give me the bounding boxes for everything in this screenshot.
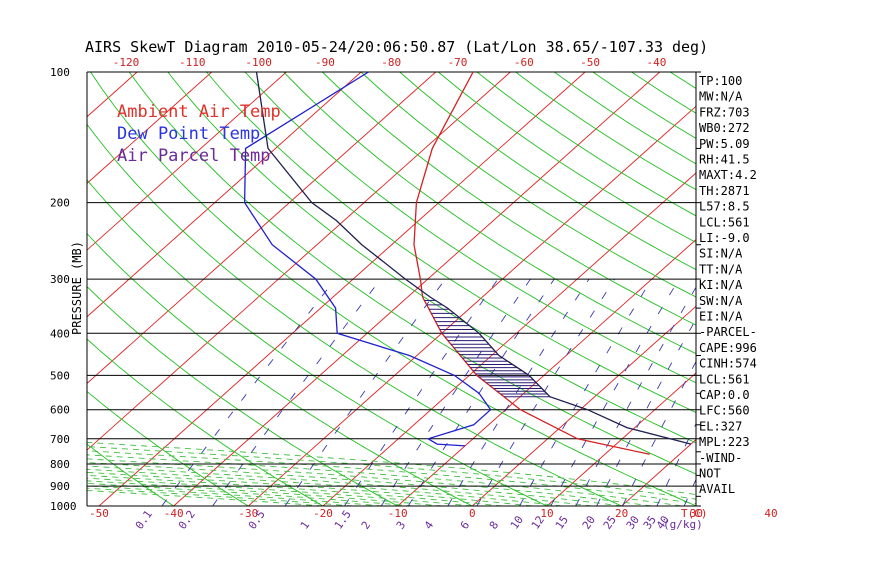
stability-index-entry: CAP:0.0 [699,388,750,402]
top-temp-tick-label: -60 [514,56,534,69]
stability-index-entry: RH:41.5 [699,153,750,167]
stability-index-entry: MAXT:4.2 [699,168,757,182]
top-temp-tick-label: -70 [448,56,468,69]
top-temp-tick-label: -100 [245,56,272,69]
stability-index-entry: LCL:561 [699,215,750,229]
pressure-tick-label: 700 [50,433,70,446]
pressure-tick-label: 1000 [50,500,77,513]
stability-index-entry: LI:-9.0 [699,231,750,245]
stability-index-entry: -PARCEL- [699,325,757,339]
top-temp-tick-label: -90 [315,56,335,69]
stability-index-entry: L57:8.5 [699,200,750,214]
stability-index-entry: CAPE:996 [699,341,757,355]
pressure-tick-label: 200 [50,197,70,210]
pressure-tick-label: 900 [50,480,70,493]
stability-index-entry: EI:N/A [699,310,743,324]
top-temp-tick-label: -120 [113,56,140,69]
stability-index-entry: MPL:223 [699,435,750,449]
stability-index-entry: LCL:561 [699,372,750,386]
top-temp-tick-label: -80 [381,56,401,69]
pressure-tick-label: 300 [50,273,70,286]
chart-title: AIRS SkewT Diagram 2010-05-24/20:06:50.8… [85,38,708,56]
bottom-temp-tick-label: 0 [469,507,476,520]
bottom-temp-tick-label: 20 [615,507,628,520]
top-temp-tick-label: -40 [646,56,666,69]
stability-index-entry: WB0:272 [699,121,750,135]
pressure-tick-label: 400 [50,327,70,340]
stability-index-entry: -WIND- [699,451,742,465]
stability-index-entry: TH:2871 [699,184,750,198]
stability-index-entry: EL:327 [699,419,742,433]
stability-index-entry: MW:N/A [699,90,743,104]
pressure-tick-label: 100 [50,66,70,79]
y-axis-label: PRESSURE (MB) [70,241,84,335]
stability-index-entry: CINH:574 [699,357,757,371]
bottom-temp-tick-label: -20 [313,507,333,520]
stability-index-entry: KI:N/A [699,278,743,292]
bottom-temp-tick-label: -50 [89,507,109,520]
bottom-temp-tick-label: 30 [690,507,703,520]
top-temp-tick-label: -110 [179,56,206,69]
stability-index-entry: NOT [699,467,721,481]
pressure-tick-label: 600 [50,404,70,417]
pressure-tick-label: 500 [50,369,70,382]
bottom-temp-tick-label: -10 [388,507,408,520]
stability-index-entry: TP:100 [699,74,742,88]
stability-index-entry: AVAIL [699,482,735,496]
stability-index-entry: SI:N/A [699,247,743,261]
stability-index-entry: SW:N/A [699,294,743,308]
legend-entry: Dew Point Temp [117,124,260,144]
legend-entry: Air Parcel Temp [117,146,271,166]
top-temp-tick-label: -50 [580,56,600,69]
legend-entry: Ambient Air Temp [117,102,281,122]
stability-index-entry: LFC:560 [699,404,750,418]
stability-index-entry: TT:N/A [699,262,743,276]
pressure-tick-label: 800 [50,458,70,471]
stability-index-entry: FRZ:703 [699,105,750,119]
bottom-temp-tick-label: 40 [764,507,777,520]
stability-index-entry: PW:5.09 [699,137,750,151]
